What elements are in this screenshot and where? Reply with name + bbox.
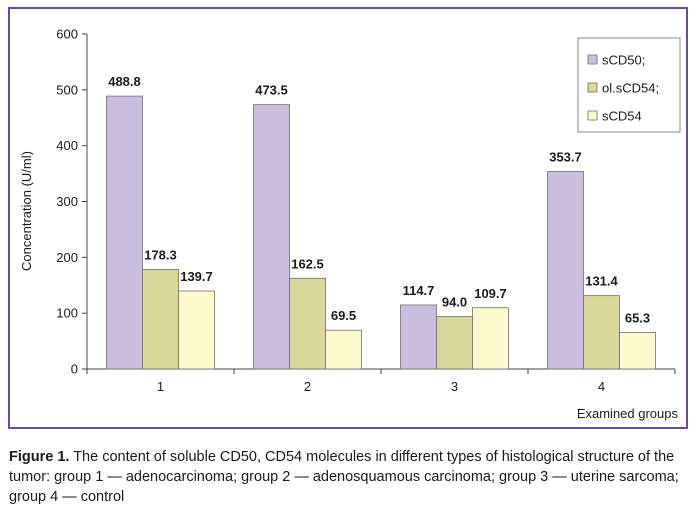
legend: sCD50; ol.sCD54; sCD54 [577,37,681,133]
data-label: 353.7 [549,150,582,165]
legend-label: sCD54 [602,109,642,124]
bar [253,104,290,370]
data-labels: 488.8 473.5 114.7 353.7 178.3 162.5 94.0 131.4 1… [108,74,650,325]
bar [325,329,362,370]
bar [400,304,437,370]
data-label: 473.5 [255,83,288,98]
x-tick-label: 2 [304,379,311,394]
data-label: 139.7 [180,269,213,284]
y-axis-title: Concentration (U/ml) [19,151,34,271]
bar [106,95,143,370]
y-tick-label: 400 [56,138,78,153]
legend-label: ol.sCD54; [602,81,659,96]
data-label: 114.7 [403,283,435,298]
caption-label: Figure 1. [9,449,70,465]
data-label: 94.0 [442,295,467,310]
bar [289,277,326,370]
y-tick-label: 300 [56,194,78,209]
bar [178,290,215,370]
x-axis-title: Examined groups [577,406,679,421]
data-label: 131.4 [585,274,618,289]
caption-text: The content of soluble CD50, CD54 molecu… [9,449,679,505]
y-tick-label: 600 [56,27,78,42]
data-label: 488.8 [108,74,141,89]
legend-swatch [587,82,598,93]
y-tick-label: 500 [56,82,78,97]
y-tick-label: 0 [71,362,78,377]
chart-frame: 0 100 200 300 400 500 600 1 2 3 4 488.8 473.5 114.7 3… [8,7,688,429]
legend-label: sCD50; [602,53,645,68]
legend-swatch [587,110,598,121]
legend-swatch [587,54,598,65]
y-tick-label: 200 [56,250,78,265]
figure-caption: Figure 1. The content of soluble CD50, C… [9,447,689,507]
x-tick-label: 1 [157,379,164,394]
bar [547,171,584,370]
data-label: 162.5 [291,256,324,271]
bars [106,95,656,370]
x-tick-label: 4 [598,379,605,394]
bar [436,316,473,370]
y-tick-label: 100 [56,306,78,321]
data-label: 109.7 [474,286,507,301]
bar [583,295,620,370]
bar [472,307,509,370]
bar [619,332,656,370]
x-tick-label: 3 [451,379,458,394]
data-label: 69.5 [331,308,356,323]
data-label: 178.3 [144,247,177,262]
data-label: 65.3 [625,311,650,326]
bar [142,269,179,370]
bar-chart: 0 100 200 300 400 500 600 1 2 3 4 488.8 473.5 114.7 3… [19,27,681,421]
